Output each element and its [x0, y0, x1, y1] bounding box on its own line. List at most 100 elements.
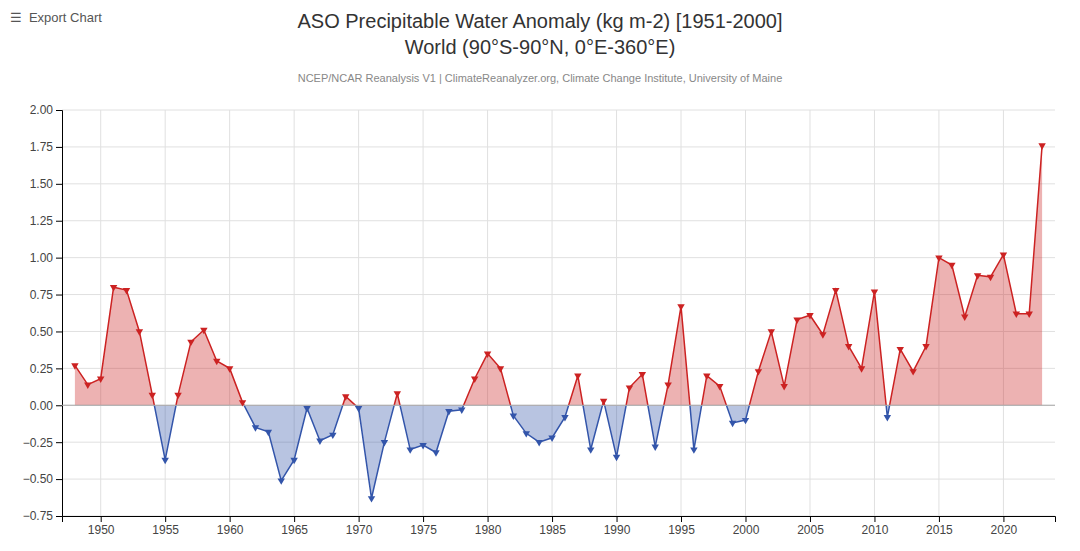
- x-tick: 1970: [346, 516, 373, 537]
- marker: [381, 440, 388, 446]
- marker: [329, 433, 336, 439]
- marker: [445, 409, 452, 415]
- y-tick: 1.50: [30, 177, 62, 191]
- marker: [213, 359, 220, 365]
- grid-line: [62, 257, 1055, 258]
- y-tick: 1.25: [30, 214, 62, 228]
- x-tick-label: 2005: [797, 523, 824, 537]
- plot-area: 1950195519601965197019751980198519901995…: [23, 103, 1056, 536]
- marker: [716, 384, 723, 390]
- x-tick-mark: [874, 516, 875, 522]
- grid-line: [62, 294, 1055, 295]
- marker: [574, 374, 581, 380]
- marker: [858, 366, 865, 372]
- x-tick: 1965: [281, 516, 308, 537]
- y-tick-mark: [56, 295, 62, 296]
- marker: [484, 351, 491, 357]
- positive-line: [75, 145, 1042, 405]
- marker: [355, 406, 362, 412]
- grid-line: [423, 110, 424, 516]
- marker: [394, 391, 401, 397]
- marker: [548, 436, 555, 442]
- marker: [819, 332, 826, 338]
- grid-line: [552, 110, 553, 516]
- x-tick-label: 1955: [152, 523, 179, 537]
- x-tick-mark: [359, 516, 360, 522]
- x-tick-mark: [488, 516, 489, 522]
- grid-line: [809, 110, 810, 516]
- marker: [303, 406, 310, 412]
- y-tick-label: 0.25: [30, 362, 54, 376]
- title: ASO Precipitable Water Anomaly (kg m-2) …: [297, 10, 782, 32]
- grid-line: [62, 110, 1055, 111]
- x-tick-mark: [745, 516, 746, 522]
- x-tick: 1980: [475, 516, 502, 537]
- grid-line: [62, 405, 1055, 406]
- marker: [677, 304, 684, 310]
- marker: [613, 455, 620, 461]
- markers: [71, 143, 1046, 502]
- x-tick: 2020: [991, 516, 1018, 537]
- y-tick: −0.75: [23, 509, 62, 523]
- marker: [123, 288, 130, 294]
- grid-line: [358, 110, 359, 516]
- marker: [626, 385, 633, 391]
- marker: [974, 273, 981, 279]
- y-tick: 2.00: [30, 103, 62, 117]
- marker: [768, 329, 775, 335]
- y-tick: 1.75: [30, 140, 62, 154]
- marker: [651, 444, 658, 450]
- x-tick-mark: [294, 516, 295, 522]
- subtitle: NCEP/NCAR Reanalysis V1 | ClimateReanaly…: [298, 72, 783, 84]
- y-tick: 0.25: [30, 362, 62, 376]
- grid-line: [62, 146, 1055, 147]
- marker: [845, 344, 852, 350]
- y-tick: 0.75: [30, 288, 62, 302]
- marker: [149, 393, 156, 399]
- x-tick: 1960: [217, 516, 244, 537]
- grid-line: [487, 110, 488, 516]
- marker: [1013, 312, 1020, 318]
- marker: [1038, 143, 1045, 149]
- marker: [587, 447, 594, 453]
- series: [62, 143, 1055, 502]
- marker: [71, 363, 78, 369]
- x-tick: 1955: [152, 516, 179, 537]
- marker: [252, 425, 259, 431]
- marker: [948, 263, 955, 269]
- x-tick-mark: [939, 516, 940, 522]
- x-axis-line: [63, 517, 1056, 523]
- grid-line: [62, 331, 1055, 332]
- marker: [161, 458, 168, 464]
- marker: [961, 315, 968, 321]
- y-tick-label: −0.50: [23, 472, 54, 486]
- y-tick-label: 1.25: [30, 214, 54, 228]
- x-tick-mark: [101, 516, 102, 522]
- x-tick-label: 2020: [991, 523, 1018, 537]
- x-tick-label: 1950: [88, 523, 115, 537]
- negative-line: [75, 405, 1042, 498]
- marker: [561, 415, 568, 421]
- y-tick-mark: [56, 405, 62, 406]
- x-axis: 1950195519601965197019751980198519901995…: [63, 516, 1056, 537]
- x-tick-mark: [230, 516, 231, 522]
- marker: [935, 255, 942, 261]
- marker: [265, 430, 272, 436]
- marker: [729, 421, 736, 427]
- positive-region: [75, 145, 1042, 405]
- marker: [419, 443, 426, 449]
- marker: [458, 408, 465, 414]
- marker: [832, 288, 839, 294]
- x-tick-label: 1990: [604, 523, 631, 537]
- marker: [471, 377, 478, 383]
- y-tick-label: 2.00: [30, 103, 54, 117]
- x-tick-label: 2015: [926, 523, 953, 537]
- marker: [316, 439, 323, 445]
- marker: [226, 366, 233, 372]
- x-tick-mark: [810, 516, 811, 522]
- grid-line: [62, 479, 1055, 480]
- x-tick: 1985: [539, 516, 566, 537]
- x-tick-label: 1975: [410, 523, 437, 537]
- marker: [136, 329, 143, 335]
- marker: [922, 344, 929, 350]
